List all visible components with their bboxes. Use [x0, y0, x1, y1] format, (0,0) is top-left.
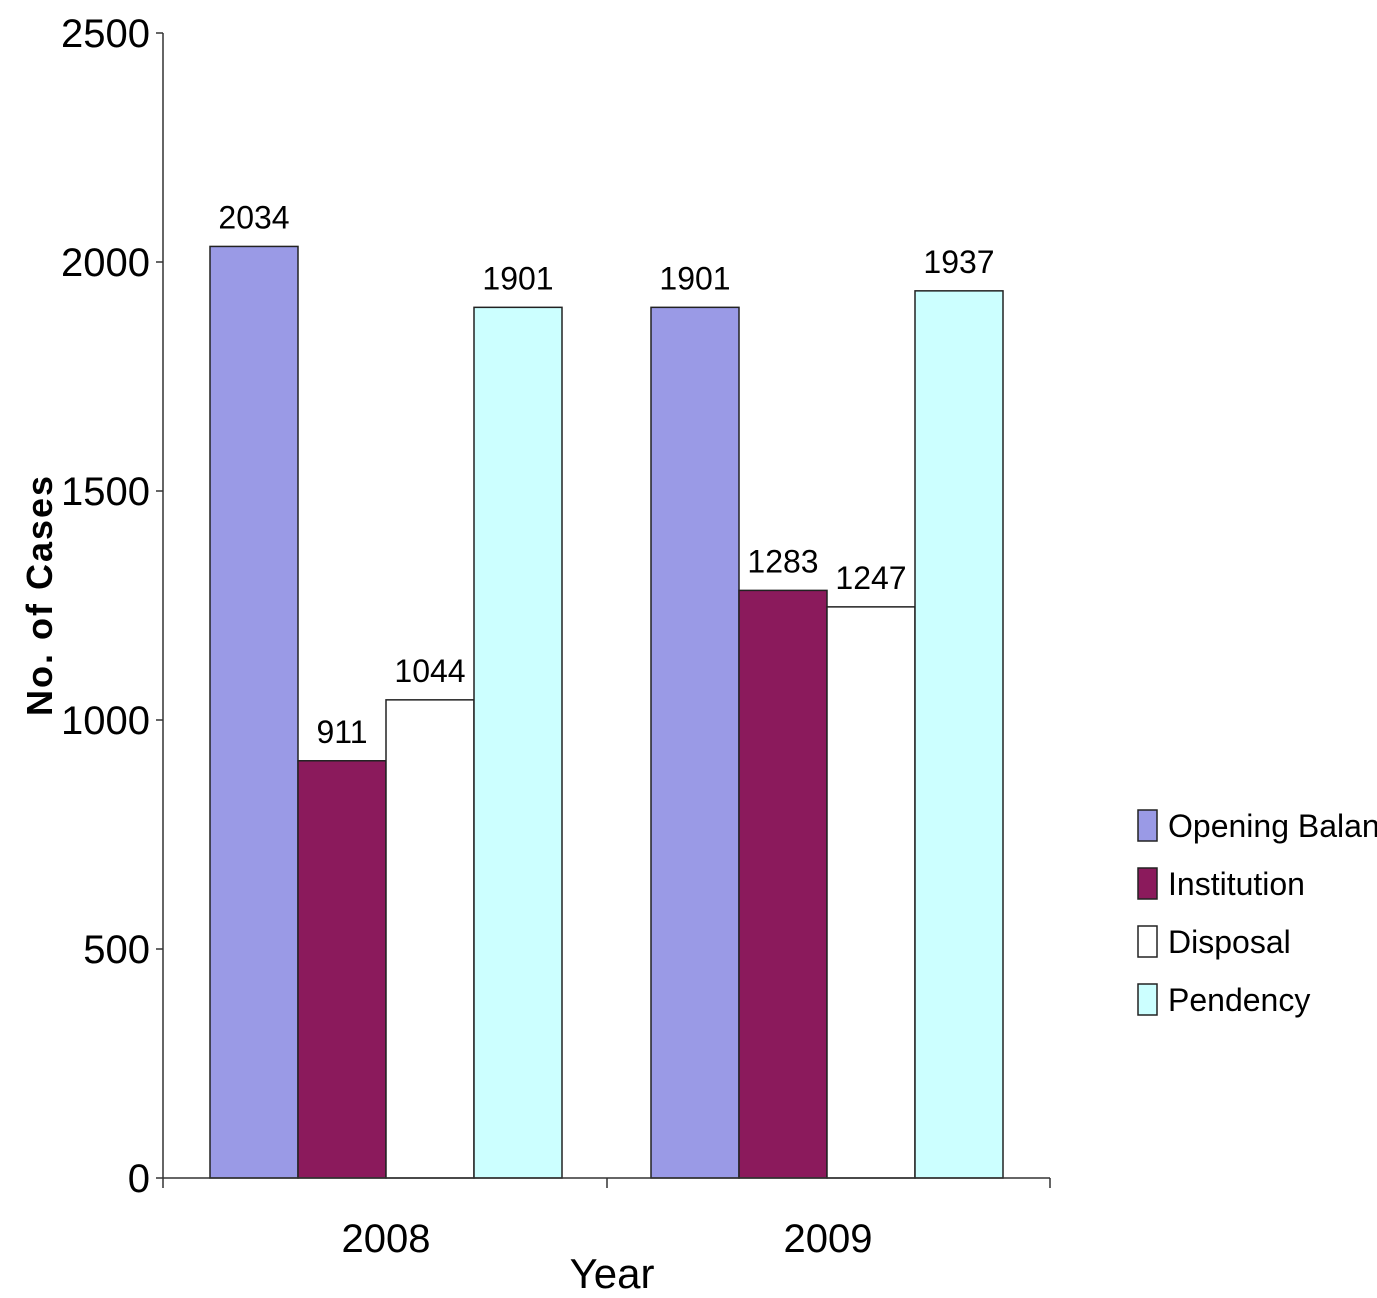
y-axis-title: No. of Cases	[19, 474, 60, 716]
legend: Opening Balance Institution Disposal Penden…	[1137, 808, 1377, 1018]
data-label-2008-pendency: 1901	[482, 260, 553, 296]
legend-swatch-disposal	[1137, 925, 1158, 958]
y-tick-label: 0	[128, 1157, 150, 1201]
data-label-2008-disposal: 1044	[394, 653, 465, 689]
data-label-2009-institution: 1283	[747, 543, 818, 579]
x-axis-title: Year	[570, 1250, 655, 1297]
y-tick-label: 2000	[61, 241, 150, 285]
legend-label-opening-balance: Opening Balance	[1168, 808, 1377, 844]
legend-label-disposal: Disposal	[1168, 924, 1291, 960]
bar-2009-pendency	[914, 290, 1004, 1179]
bar-2008-pendency	[473, 306, 563, 1179]
labels-layer: 2034 911 1044 1901 1901 1283 1247 1937	[218, 199, 994, 749]
data-label-2009-pendency: 1937	[923, 244, 994, 280]
axes-layer: 0 500 1000 1500 2000 2500 2008 2009	[61, 12, 1051, 1261]
legend-label-pendency: Pendency	[1168, 982, 1310, 1018]
y-tick-label: 500	[83, 928, 150, 972]
data-label-2008-institution: 911	[316, 714, 367, 750]
legend-label-institution: Institution	[1168, 866, 1305, 902]
bar-2008-disposal	[385, 699, 475, 1179]
x-tick-label-2009: 2009	[784, 1217, 873, 1261]
legend-swatch-opening-balance	[1137, 809, 1158, 842]
x-tick-label-2008: 2008	[342, 1217, 431, 1261]
bar-2008-institution	[297, 760, 387, 1179]
legend-swatch-pendency	[1137, 983, 1158, 1016]
bar-2009-institution	[738, 589, 828, 1179]
y-tick-label: 1000	[61, 699, 150, 743]
data-label-2008-opening-balance: 2034	[218, 199, 289, 235]
y-tick-label: 1500	[61, 470, 150, 514]
y-tick-label: 2500	[61, 12, 150, 56]
bar-2009-opening-balance	[650, 306, 740, 1179]
bars-layer	[209, 245, 1004, 1179]
legend-swatch-institution	[1137, 867, 1158, 900]
bar-2009-disposal	[826, 606, 916, 1179]
bar-2008-opening-balance	[209, 245, 299, 1179]
data-label-2009-disposal: 1247	[835, 560, 906, 596]
data-label-2009-opening-balance: 1901	[659, 260, 730, 296]
